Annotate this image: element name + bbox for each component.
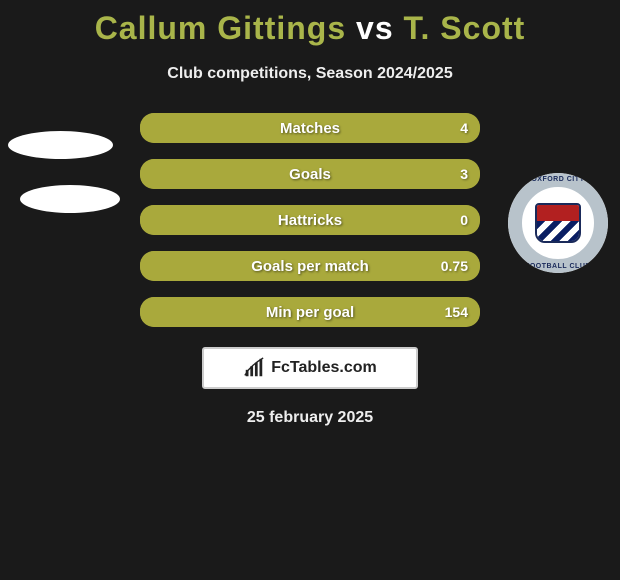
- stat-row: Goals per match 0.75: [140, 251, 480, 281]
- left-ellipse-0: [8, 131, 113, 159]
- stat-row: Goals 3: [140, 159, 480, 189]
- vs-text: vs: [356, 10, 394, 46]
- stat-value-right: 0.75: [441, 258, 468, 274]
- stat-label: Goals per match: [251, 258, 369, 275]
- chart-icon: [243, 357, 265, 379]
- stat-value-right: 0: [460, 212, 468, 228]
- stat-row: Hattricks 0: [140, 205, 480, 235]
- badge-text-top: OXFORD CITY: [531, 176, 584, 183]
- stat-row: Min per goal 154: [140, 297, 480, 327]
- stat-rows: Matches 4 Goals 3 Hattricks 0 Goals per match 0…: [140, 113, 480, 327]
- stat-value-right: 3: [460, 166, 468, 182]
- stat-value-right: 154: [445, 304, 468, 320]
- subtitle: Club competitions, Season 2024/2025: [0, 65, 620, 83]
- date-text: 25 february 2025: [0, 409, 620, 427]
- player1-name: Callum Gittings: [95, 10, 346, 46]
- footer-brand-text: FcTables.com: [271, 359, 377, 377]
- player2-name: T. Scott: [404, 10, 526, 46]
- stat-value-right: 4: [460, 120, 468, 136]
- left-ellipse-1: [20, 185, 120, 213]
- content-area: OXFORD CITY FOOTBALL CLUB Matches 4 Goals 3…: [0, 113, 620, 427]
- badge-shield: [535, 203, 581, 243]
- stat-label: Goals: [289, 166, 331, 183]
- page-title: Callum Gittings vs T. Scott: [0, 0, 620, 47]
- footer-brand[interactable]: FcTables.com: [202, 347, 418, 389]
- club-badge: OXFORD CITY FOOTBALL CLUB: [508, 173, 608, 273]
- badge-text-bottom: FOOTBALL CLUB: [525, 263, 591, 270]
- stat-label: Matches: [280, 120, 340, 137]
- stat-row: Matches 4: [140, 113, 480, 143]
- stat-label: Hattricks: [278, 212, 342, 229]
- stat-label: Min per goal: [266, 304, 354, 321]
